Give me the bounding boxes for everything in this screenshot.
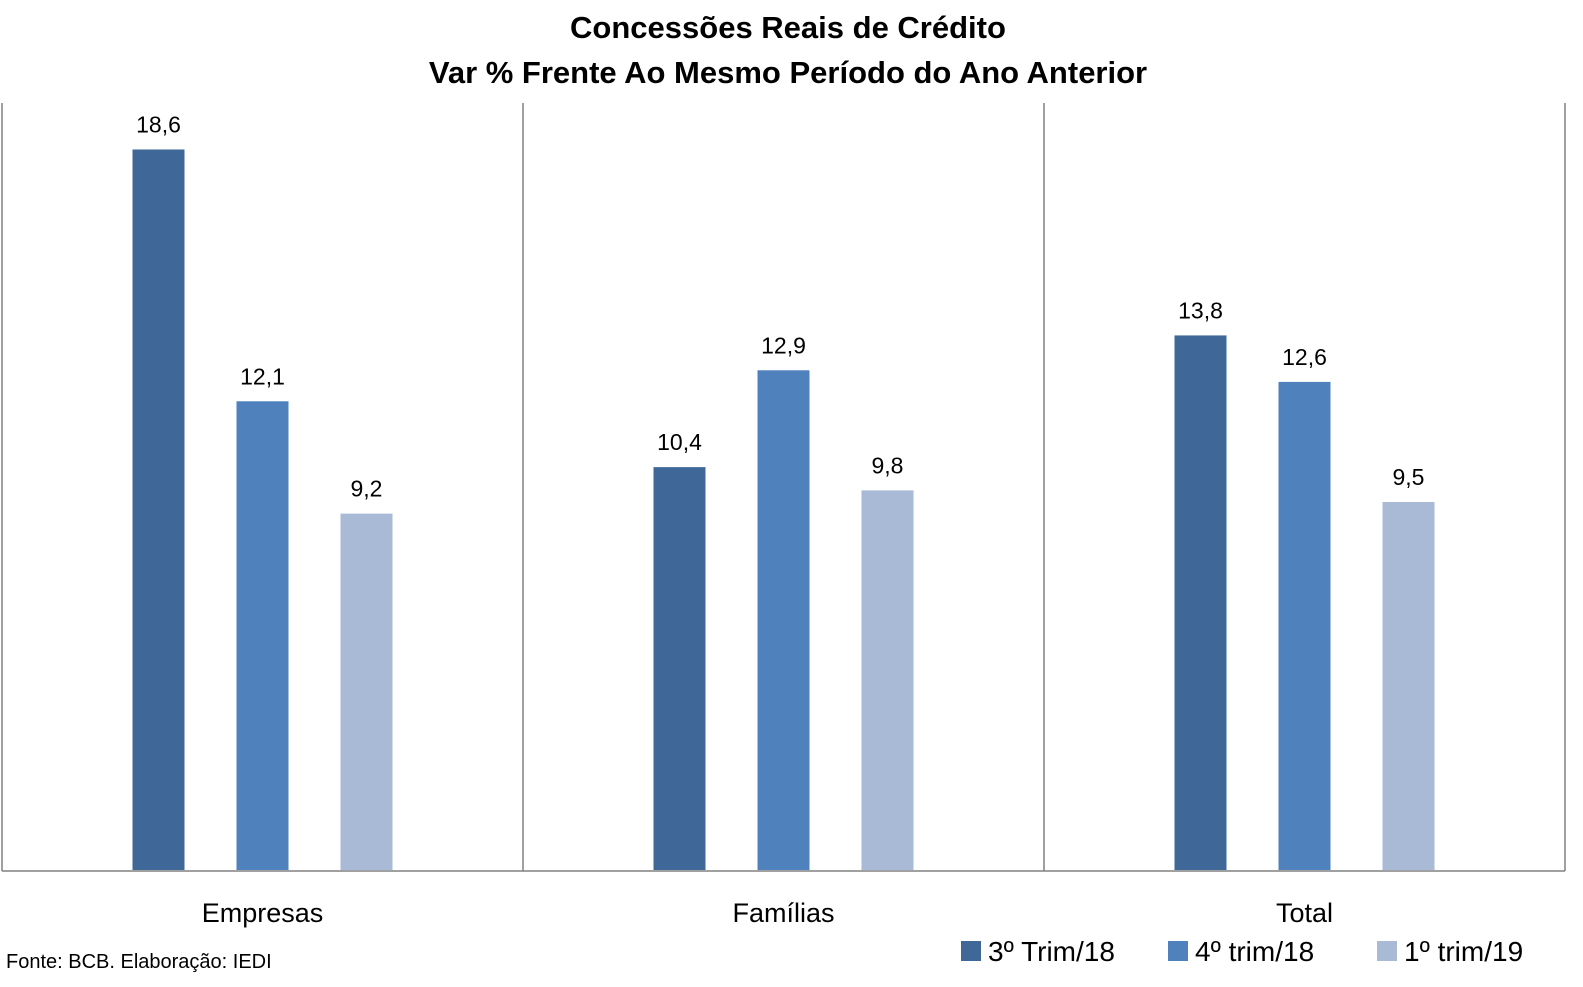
- data-label: 18,6: [136, 111, 181, 137]
- data-label: 12,9: [761, 332, 806, 358]
- data-label: 12,1: [240, 363, 285, 389]
- legend-label: 3º Trim/18: [988, 936, 1115, 967]
- category-label: Empresas: [202, 898, 324, 928]
- category-label: Total: [1276, 898, 1333, 928]
- bar-famílias-series-1: [653, 467, 706, 870]
- bar-empresas-series-3: [340, 513, 393, 870]
- data-label: 9,2: [351, 476, 383, 502]
- value-labels-group: 18,6 12,1 9,2 10,4 12,9 9,8 13,8 12,6 9,5: [136, 111, 1424, 501]
- data-label: 10,4: [657, 429, 702, 455]
- data-label: 13,8: [1178, 297, 1223, 323]
- bar-total-series-1: [1174, 335, 1227, 870]
- legend: 3º Trim/18 4º trim/18 1º trim/19: [961, 936, 1523, 967]
- legend-swatch: [961, 941, 981, 961]
- category-label: Famílias: [732, 898, 834, 928]
- bar-empresas-series-2: [236, 401, 289, 870]
- chart-subtitle: Var % Frente Ao Mesmo Período do Ano Ant…: [429, 55, 1147, 90]
- bar-famílias-series-3: [861, 490, 914, 870]
- category-labels-group: Empresas Famílias Total: [202, 898, 1333, 928]
- category-separators: [1, 103, 1566, 871]
- legend-label: 1º trim/19: [1404, 936, 1523, 967]
- data-label: 12,6: [1282, 344, 1327, 370]
- bar-famílias-series-2: [757, 370, 810, 870]
- legend-label: 4º trim/18: [1195, 936, 1314, 967]
- source-note: Fonte: BCB. Elaboração: IEDI: [6, 951, 272, 973]
- legend-swatch: [1377, 941, 1397, 961]
- bars-group: [132, 149, 1435, 870]
- chart-title: Concessões Reais de Crédito: [570, 10, 1006, 45]
- bar-total-series-3: [1382, 501, 1435, 870]
- bar-total-series-2: [1278, 381, 1331, 870]
- data-label: 9,8: [872, 452, 904, 478]
- data-label: 9,5: [1393, 464, 1425, 490]
- bar-empresas-series-1: [132, 149, 185, 870]
- legend-swatch: [1168, 941, 1188, 961]
